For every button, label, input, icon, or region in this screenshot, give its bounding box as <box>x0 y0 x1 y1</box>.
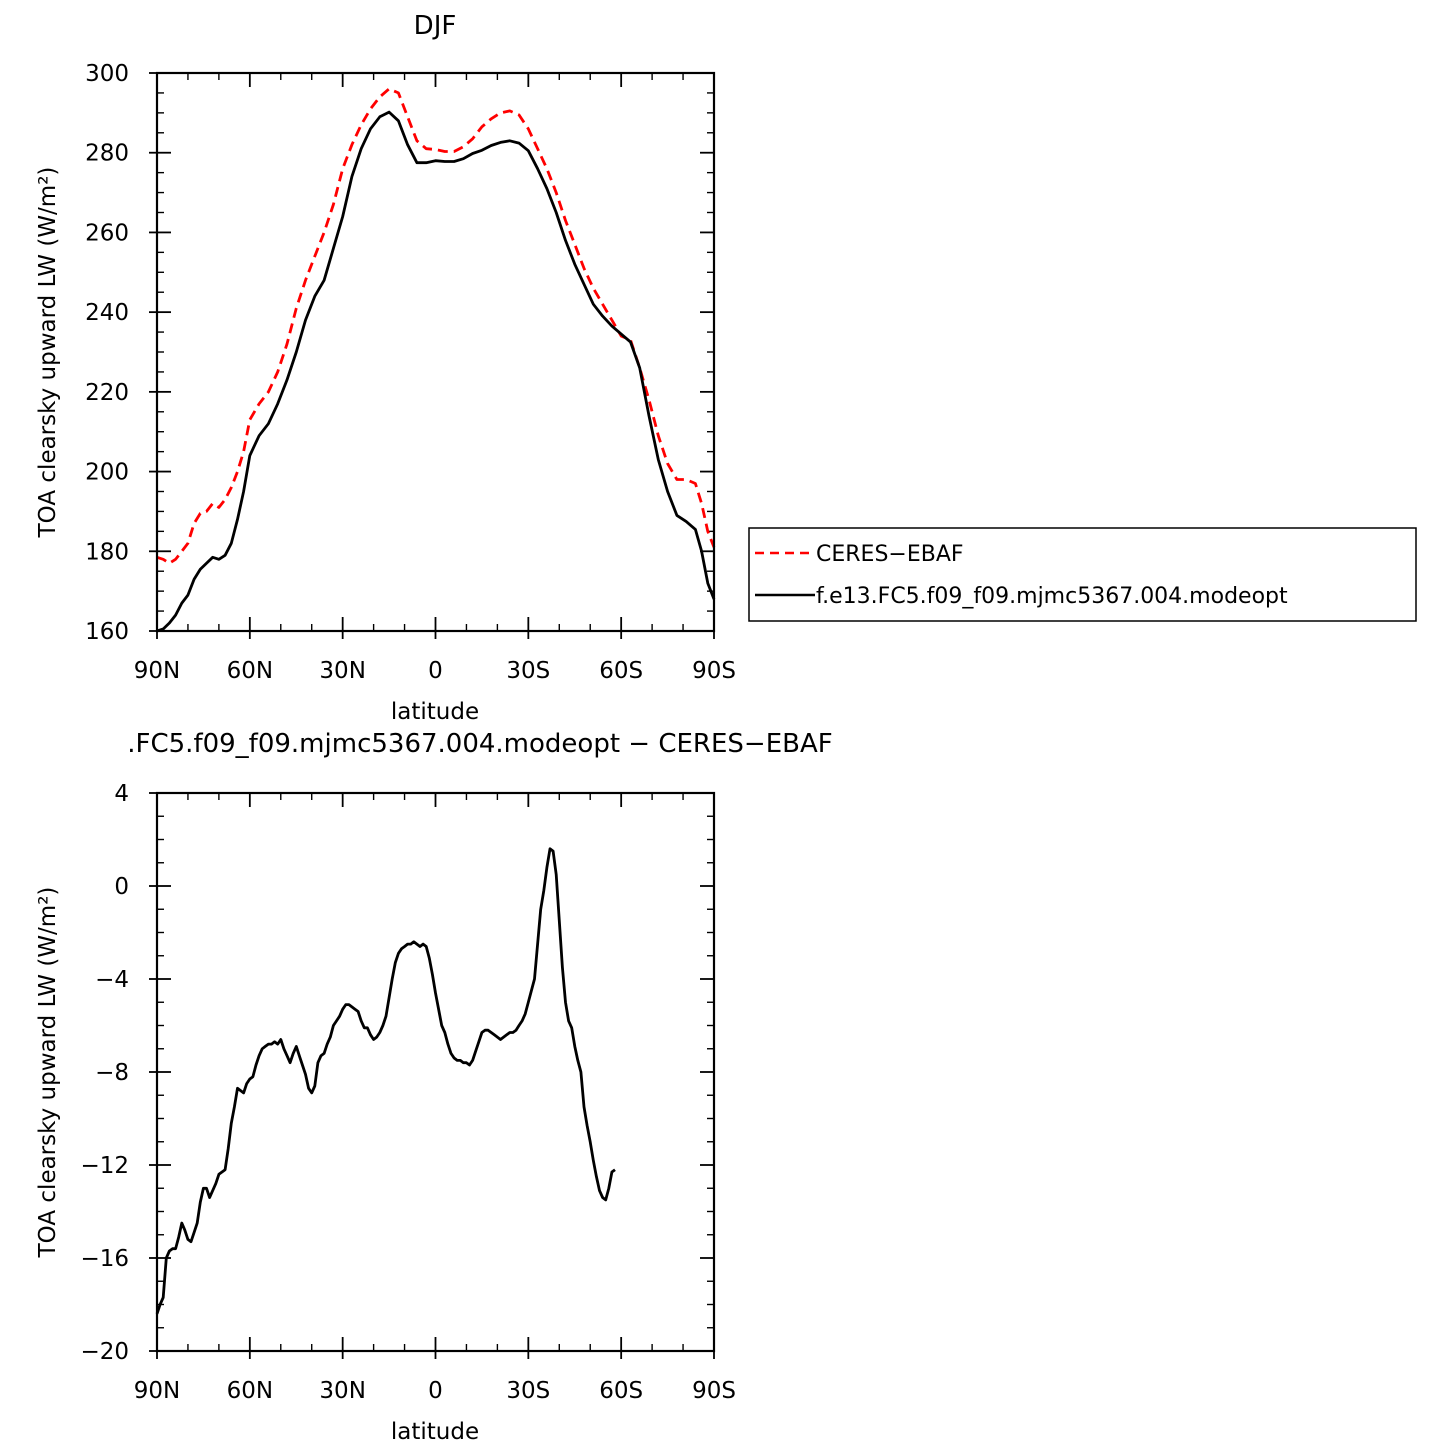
top-x-tick-label: 30S <box>506 658 550 684</box>
bottom-x-tick-label: 30S <box>506 1378 550 1404</box>
legend-label-ceres: CERES−EBAF <box>816 542 964 567</box>
top-y-tick-label: 200 <box>85 460 129 486</box>
top-x-tick-label: 90S <box>692 658 736 684</box>
bottom-y-tick-label: −12 <box>80 1153 129 1179</box>
top-y-tick-label: 160 <box>85 619 129 645</box>
bottom-chart-xlabel: latitude <box>391 1419 479 1445</box>
top-y-tick-label: 280 <box>85 141 129 167</box>
top-y-tick-label: 240 <box>85 300 129 326</box>
bottom-x-tick-label: 90S <box>692 1378 736 1404</box>
bottom-x-tick-label: 0 <box>428 1378 443 1404</box>
bottom-y-tick-label: −4 <box>95 967 129 993</box>
top-y-tick-label: 180 <box>85 539 129 565</box>
bottom-y-tick-label: −20 <box>80 1339 129 1365</box>
bottom-chart-ylabel: TOA clearsky upward LW (W/m²) <box>35 887 61 1259</box>
bottom-x-tick-label: 90N <box>134 1378 180 1404</box>
bottom-y-tick-label: −8 <box>95 1060 129 1086</box>
bottom-x-tick-label: 60N <box>227 1378 273 1404</box>
bottom-chart-title: .FC5.f09_f09.mjmc5367.004.modeopt − CERE… <box>127 729 832 759</box>
bottom-y-tick-label: 4 <box>114 781 129 807</box>
bottom-y-tick-label: −16 <box>80 1246 129 1272</box>
top-x-tick-label: 0 <box>428 658 443 684</box>
top-x-tick-label: 90N <box>134 658 180 684</box>
top-chart-title: DJF <box>414 11 457 41</box>
top-x-tick-label: 60S <box>599 658 643 684</box>
top-chart-series <box>156 87 716 633</box>
bottom-y-tick-label: 0 <box>114 874 129 900</box>
bottom-chart-tick-labels: 90N 60N 30N 0 30S 60S 90S −20 −16 −12 −8 −4 0 4 <box>80 781 735 1404</box>
top-y-tick-label: 300 <box>85 61 129 87</box>
bottom-chart-panel: .FC5.f09_f09.mjmc5367.004.modeopt − CERE… <box>35 729 833 1445</box>
bottom-chart-frame <box>155 791 716 1353</box>
top-x-tick-label: 30N <box>319 658 365 684</box>
top-chart-xlabel: latitude <box>391 699 479 725</box>
bottom-chart-series <box>155 847 616 1315</box>
top-chart-frame <box>155 71 716 633</box>
top-chart-ticks <box>149 72 715 639</box>
legend-box <box>748 527 1417 622</box>
top-y-tick-label: 220 <box>85 380 129 406</box>
top-chart-tick-labels: 90N 60N 30N 0 30S 60S 90S 160 180 200 220 240 260 280… <box>85 61 736 684</box>
bottom-x-tick-label: 30N <box>319 1378 365 1404</box>
bottom-x-tick-label: 60S <box>599 1378 643 1404</box>
top-y-tick-label: 260 <box>85 220 129 246</box>
top-series-line-1 <box>156 110 716 633</box>
legend: CERES−EBAF f.e13.FC5.f09_f09.mjmc5367.00… <box>748 527 1417 622</box>
top-x-tick-label: 60N <box>227 658 273 684</box>
legend-label-model: f.e13.FC5.f09_f09.mjmc5367.004.modeopt <box>816 584 1288 609</box>
top-chart-ylabel: TOA clearsky upward LW (W/m²) <box>35 167 61 539</box>
top-series-line-0 <box>156 87 716 565</box>
bottom-series-line-0 <box>155 847 616 1315</box>
top-chart-panel: DJF 90N 60N 30N 0 30S 60S 90S 160 180 200 220 240 26… <box>35 11 736 725</box>
